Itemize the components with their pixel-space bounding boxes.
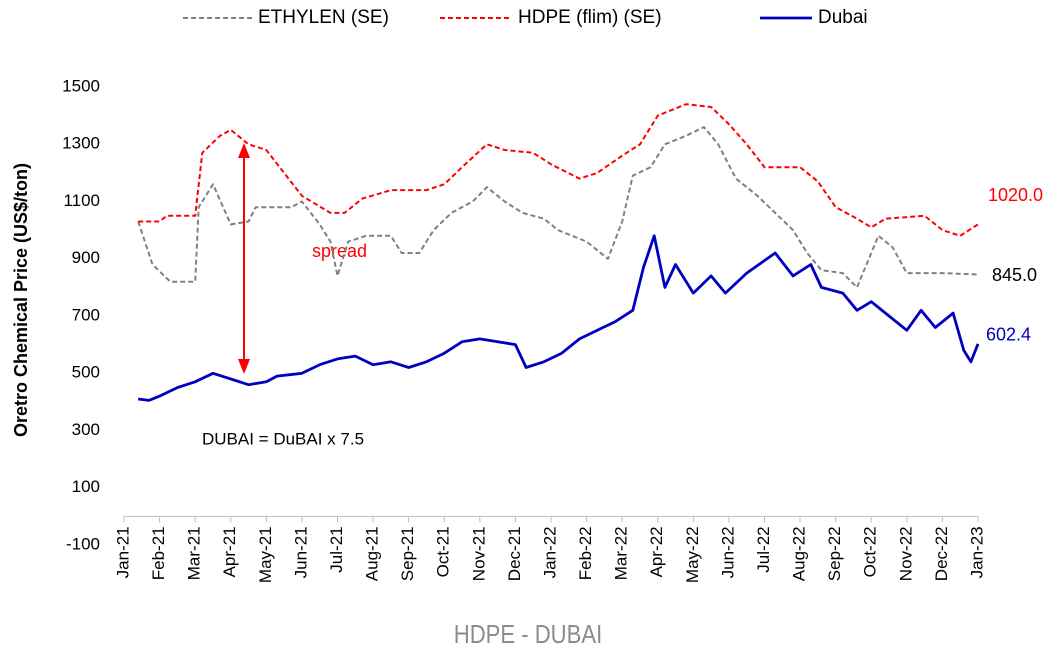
x-tick-label: Feb-21 bbox=[149, 526, 168, 580]
x-tick-label: Oct-22 bbox=[861, 526, 880, 577]
legend-label: Dubai bbox=[818, 7, 868, 28]
x-tick-label: Jan-23 bbox=[967, 526, 986, 578]
legend-label: ETHYLEN (SE) bbox=[258, 7, 389, 28]
x-tick-label: Apr-22 bbox=[647, 526, 666, 577]
y-tick-label: 100 bbox=[72, 477, 100, 496]
x-tick-label: Aug-22 bbox=[790, 526, 809, 581]
x-tick-label: Jun-22 bbox=[718, 526, 737, 578]
x-tick-label: Feb-22 bbox=[576, 526, 595, 580]
x-tick-label: Nov-21 bbox=[469, 526, 488, 581]
y-tick-label: 900 bbox=[72, 248, 100, 267]
line-1 bbox=[138, 103, 979, 237]
line-2 bbox=[138, 234, 980, 402]
value-label: 845.0 bbox=[992, 265, 1037, 285]
annotation: DUBAI = DuBAI x 7.5 bbox=[202, 429, 364, 448]
x-tick-label: Dec-22 bbox=[932, 526, 951, 581]
y-tick-label: 1500 bbox=[62, 76, 100, 95]
x-tick-label: Sep-21 bbox=[398, 526, 417, 581]
x-tick-label: Mar-21 bbox=[185, 526, 204, 580]
y-axis-label: Oretro Chemical Price (US$/ton) bbox=[11, 163, 31, 437]
x-tick-label: Dec-21 bbox=[505, 526, 524, 581]
value-label: 602.4 bbox=[986, 325, 1031, 345]
x-tick-label: Jan-21 bbox=[113, 526, 132, 578]
x-tick-label: Jul-21 bbox=[327, 526, 346, 572]
line-0 bbox=[137, 126, 979, 289]
x-tick-label: Aug-21 bbox=[363, 526, 382, 581]
x-tick-label: Nov-22 bbox=[896, 526, 915, 581]
x-tick-label: Apr-21 bbox=[220, 526, 239, 577]
y-tick-label: 1100 bbox=[63, 191, 100, 210]
x-tick-label: Oct-21 bbox=[434, 526, 453, 577]
legend-label: HDPE (flim) (SE) bbox=[518, 7, 662, 28]
value-label: 1020.0 bbox=[988, 185, 1043, 205]
x-tick-label: May-22 bbox=[683, 526, 702, 583]
footer: HDPE - DUBAI bbox=[454, 620, 602, 649]
x-tick-label: Jun-21 bbox=[291, 526, 310, 578]
x-tick-label: May-21 bbox=[256, 526, 275, 583]
x-tick-label: Jan-22 bbox=[540, 526, 559, 578]
x-tick-label: Jul-22 bbox=[754, 526, 773, 572]
y-tick-label: 1300 bbox=[62, 134, 100, 153]
y-tick-label: 300 bbox=[72, 420, 100, 439]
annotation: spread bbox=[312, 241, 367, 261]
y-tick-label: -100 bbox=[66, 534, 100, 553]
x-tick-label: Mar-22 bbox=[612, 526, 631, 580]
y-tick-label: 700 bbox=[72, 305, 100, 324]
x-tick-label: Sep-22 bbox=[825, 526, 844, 581]
spread-arrow bbox=[238, 143, 250, 374]
y-tick-label: 500 bbox=[72, 363, 100, 382]
